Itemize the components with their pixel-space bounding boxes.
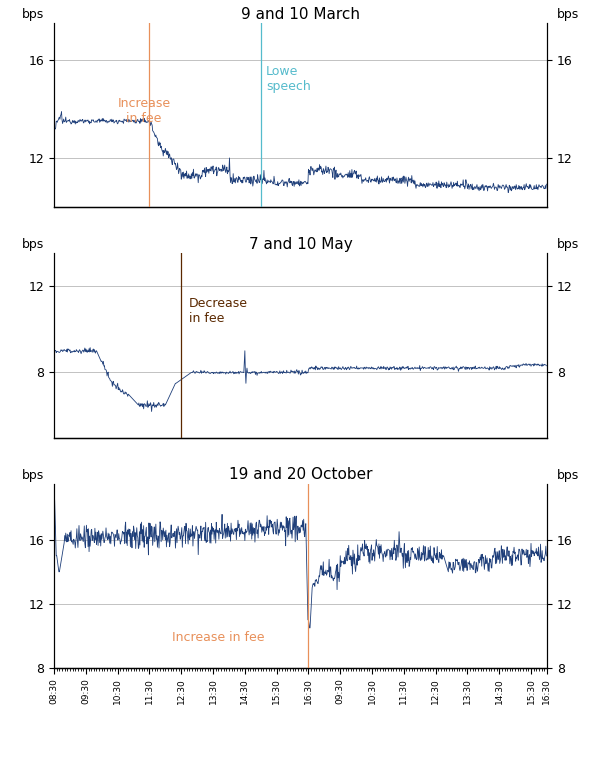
Text: bps: bps xyxy=(22,8,44,21)
Text: Decrease
in fee: Decrease in fee xyxy=(189,297,248,325)
Title: 7 and 10 May: 7 and 10 May xyxy=(249,237,352,252)
Text: Increase in fee: Increase in fee xyxy=(172,631,264,644)
Text: bps: bps xyxy=(557,8,579,21)
Text: Increase
in fee: Increase in fee xyxy=(118,96,171,124)
Text: bps: bps xyxy=(557,238,579,251)
Text: bps: bps xyxy=(557,469,579,482)
Title: 9 and 10 March: 9 and 10 March xyxy=(241,7,360,21)
Text: Lowe
speech: Lowe speech xyxy=(266,65,311,93)
Text: bps: bps xyxy=(22,469,44,482)
Title: 19 and 20 October: 19 and 20 October xyxy=(229,468,372,483)
Text: bps: bps xyxy=(22,238,44,251)
